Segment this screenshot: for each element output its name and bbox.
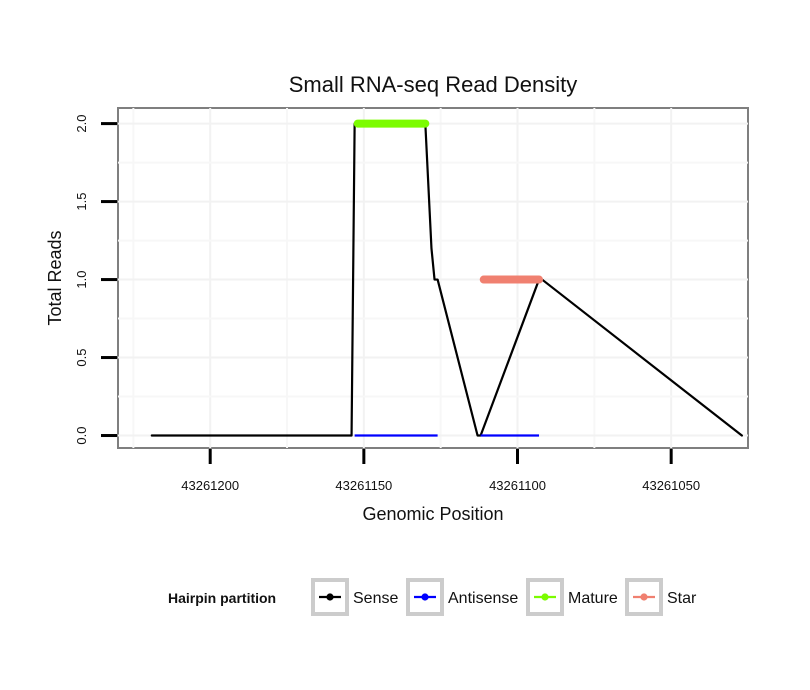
legend-label-mature: Mature: [568, 590, 618, 607]
y-axis-label: Total Reads: [45, 230, 65, 325]
legend-key-dot-antisense: [421, 593, 429, 601]
legend-key-dot-sense: [326, 593, 334, 601]
x-tick-label-0: 43261200: [181, 478, 239, 493]
legend-key-dot-mature: [541, 593, 549, 601]
y-tick-label-2: 1.0: [74, 271, 89, 289]
plot-panel: [117, 107, 749, 449]
y-tick-label-3: 1.5: [74, 193, 89, 211]
chart-title: Small RNA-seq Read Density: [289, 72, 578, 97]
legend-label-antisense: Antisense: [448, 590, 518, 607]
y-tick-label-1: 0.5: [74, 349, 89, 367]
legend-label-star: Star: [667, 590, 697, 607]
legend-key-dot-star: [640, 593, 648, 601]
legend-key-box-mature: [526, 578, 564, 616]
y-tick-label-0: 0.0: [74, 426, 89, 444]
x-tick-label-3: 43261050: [642, 478, 700, 493]
axis-layer: 43261200 43261150 43261100 43261050 0.0 0.5 1.…: [74, 115, 700, 493]
legend-label-sense: Sense: [353, 590, 398, 607]
x-tick-label-2: 43261100: [489, 478, 546, 493]
series-layer: [150, 119, 743, 437]
y-tick-label-4: 2.0: [74, 115, 89, 133]
x-axis-label: Genomic Position: [362, 504, 503, 524]
legend-key-box-star: [625, 578, 663, 616]
plot-area: [117, 107, 749, 449]
legend: Hairpin partition Sense Antisense Mature St…: [168, 578, 697, 616]
x-tick-label-1: 43261150: [335, 478, 392, 493]
legend-title: Hairpin partition: [168, 590, 276, 606]
